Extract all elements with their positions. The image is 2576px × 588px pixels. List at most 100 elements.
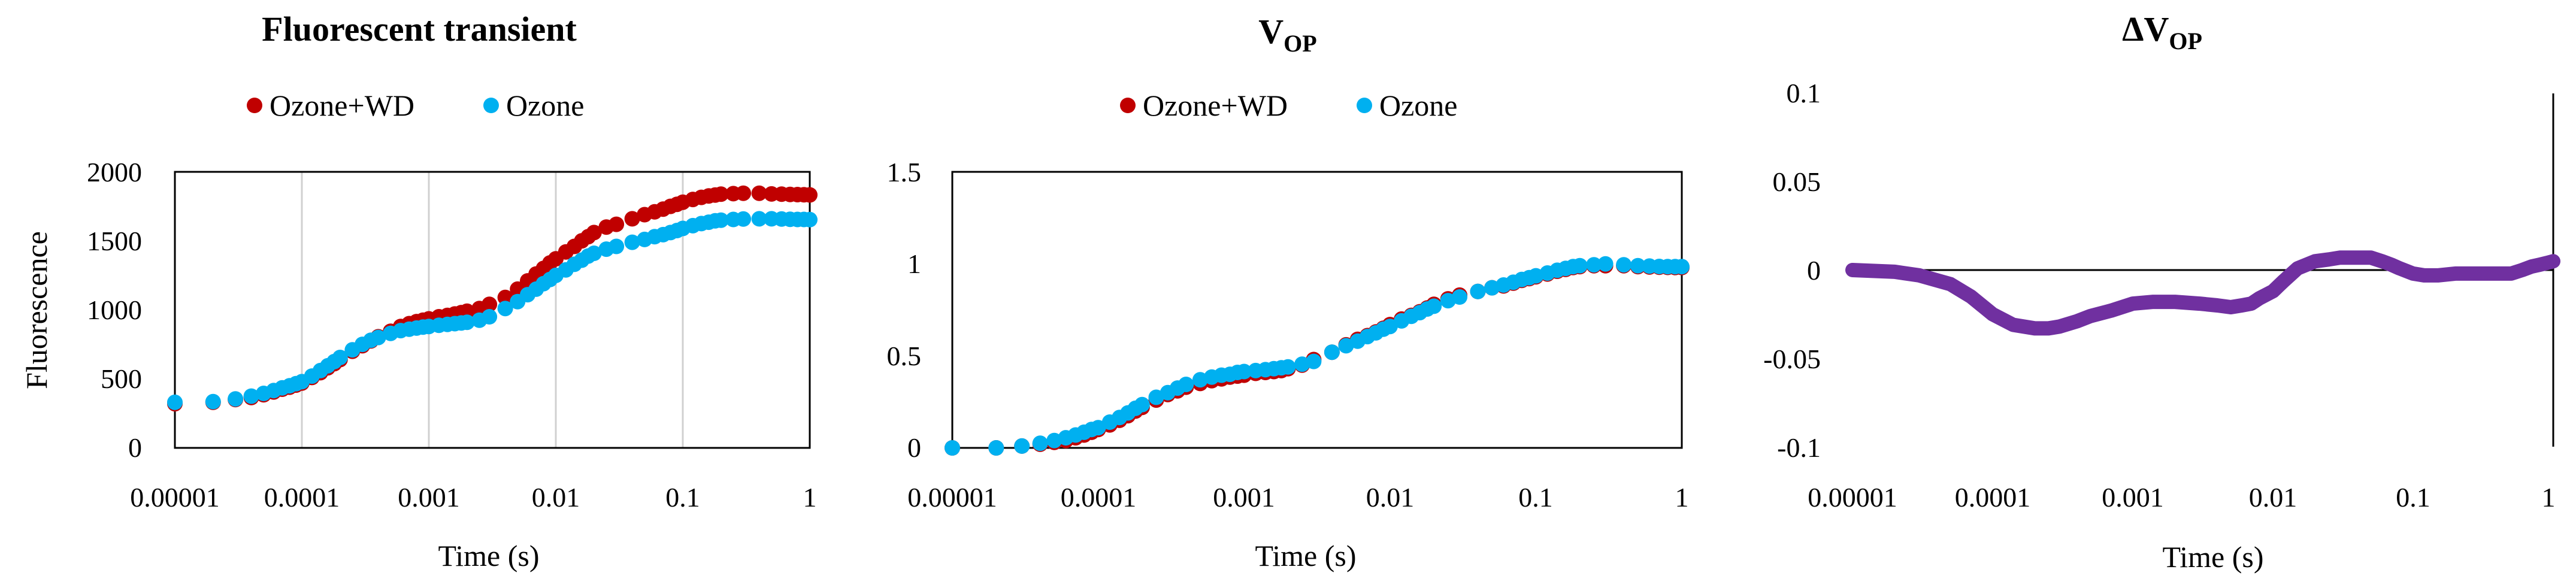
legend-marker-ozone-wd	[1120, 98, 1136, 113]
y-tick-label: 1	[907, 248, 921, 279]
data-point-ozone	[1032, 435, 1048, 451]
data-point-ozone	[1306, 353, 1322, 369]
y-axis-label: Fluorescence	[20, 231, 53, 389]
y-tick-label: 0	[1807, 255, 1821, 286]
x-axis-label: Time (s)	[438, 539, 539, 572]
y-tick-label: 1.5	[887, 157, 922, 187]
data-point-ozone	[1134, 396, 1150, 413]
data-point-ozone	[988, 440, 1004, 456]
data-point-ozone	[1090, 420, 1106, 436]
y-tick-label: 0.1	[1787, 78, 1821, 108]
data-point-ozone	[167, 394, 183, 410]
data-point-ozone	[243, 388, 259, 404]
legend-label-ozone-wd: Ozone+WD	[1143, 89, 1288, 122]
x-tick-label: 0.00001	[907, 482, 997, 513]
panel-vop: VOP Ozone+WD Ozone 0 0.5 1 1.5 0.00001 0…	[887, 12, 1690, 572]
data-point-ozone-wd	[624, 211, 640, 227]
data-point-ozone-wd	[713, 186, 729, 202]
data-point-ozone	[1572, 257, 1588, 274]
data-points	[945, 256, 1690, 456]
y-ticks: 0 0.5 1 1.5	[887, 157, 922, 463]
series-line-delta-vop	[1845, 250, 2560, 336]
chart-title-main: V	[1258, 12, 1284, 51]
data-point-ozone	[1470, 283, 1486, 299]
data-point-ozone-wd	[586, 225, 602, 241]
data-points	[167, 185, 818, 412]
y-tick-label: -0.1	[1777, 432, 1821, 463]
chart-title-subscript: OP	[1284, 30, 1317, 57]
y-ticks: 0 500 1000 1500 2000	[87, 157, 142, 463]
x-tick-label: 0.00001	[1808, 482, 1897, 513]
y-tick-label: 1500	[87, 226, 142, 256]
data-point-ozone	[1616, 257, 1632, 273]
x-tick-label: 1	[2542, 482, 2556, 513]
y-tick-label: 0.05	[1773, 166, 1821, 197]
x-tick-label: 0.0001	[1061, 482, 1137, 513]
x-tick-label: 0.1	[665, 482, 700, 513]
legend: Ozone+WD Ozone	[1120, 89, 1458, 122]
data-point-ozone	[497, 301, 513, 317]
data-point-ozone	[735, 211, 752, 227]
y-tick-label: 2000	[87, 157, 142, 187]
data-point-ozone	[370, 329, 386, 345]
y-tick-label: 500	[101, 363, 142, 394]
data-point-ozone-wd	[802, 187, 818, 203]
legend-label-ozone-wd: Ozone+WD	[270, 89, 414, 122]
data-point-ozone-wd	[751, 185, 767, 201]
data-point-ozone-wd	[497, 289, 513, 305]
data-point-ozone	[1586, 257, 1602, 273]
data-point-ozone	[802, 211, 818, 228]
x-tick-label: 0.001	[2102, 482, 2164, 513]
legend-label-ozone: Ozone	[1379, 89, 1458, 122]
x-tick-label: 0.01	[1366, 482, 1415, 513]
y-tick-label: 0	[907, 432, 921, 463]
data-point-ozone-wd	[459, 303, 475, 319]
data-point-ozone	[228, 391, 244, 407]
x-tick-label: 0.1	[2396, 482, 2430, 513]
data-point-ozone	[1452, 289, 1467, 305]
y-tick-label: 1000	[87, 295, 142, 325]
x-ticks: 0.00001 0.0001 0.001 0.01 0.1 1	[1808, 482, 2555, 513]
y-tick-label: -0.05	[1763, 344, 1821, 374]
data-point-ozone	[945, 440, 960, 456]
panel-delta-vop: ΔVOP -0.1 -0.05 0 0.05 0.1 0.00001 0.000…	[1763, 10, 2560, 574]
data-point-ozone	[586, 245, 602, 261]
data-line	[1845, 250, 2560, 336]
x-axis-label: Time (s)	[1255, 539, 1356, 572]
data-point-ozone	[713, 212, 729, 228]
legend-marker-ozone	[483, 98, 499, 113]
chart-title-main: ΔV	[2122, 10, 2169, 49]
x-tick-label: 0.01	[2249, 482, 2297, 513]
plot-area-frame	[951, 171, 1683, 449]
panel-fluorescent-transient: Fluorescent transient Ozone+WD Ozone 0 5…	[20, 10, 818, 572]
legend: Ozone+WD Ozone	[247, 89, 585, 122]
data-point-ozone	[751, 211, 767, 227]
data-point-ozone-wd	[609, 216, 625, 232]
data-point-ozone	[1280, 359, 1296, 375]
chart-title-subscript: OP	[2169, 28, 2202, 54]
data-point-ozone	[1597, 256, 1614, 272]
x-ticks: 0.00001 0.0001 0.001 0.01 0.1 1	[130, 482, 816, 513]
data-point-ozone	[1674, 259, 1690, 275]
x-tick-label: 0.001	[398, 482, 460, 513]
x-axis-label: Time (s)	[2162, 540, 2263, 574]
data-point-ozone	[205, 393, 221, 410]
x-tick-label: 1	[803, 482, 817, 513]
y-ticks: -0.1 -0.05 0 0.05 0.1	[1763, 78, 1821, 463]
gridlines	[301, 172, 684, 448]
legend-label-ozone: Ozone	[506, 89, 585, 122]
chart-title: VOP	[1258, 12, 1316, 57]
data-point-ozone	[1426, 298, 1442, 314]
data-point-ozone	[459, 314, 475, 331]
legend-marker-ozone-wd	[247, 98, 262, 113]
data-point-ozone-wd	[735, 185, 752, 201]
data-point-ozone	[1630, 257, 1646, 274]
x-ticks: 0.00001 0.0001 0.001 0.01 0.1 1	[907, 482, 1688, 513]
plot-area-frame	[174, 171, 811, 449]
y-tick-label: 0	[128, 432, 142, 463]
data-point-ozone	[482, 309, 498, 325]
x-tick-label: 0.0001	[264, 482, 340, 513]
data-point-ozone	[1382, 319, 1398, 335]
data-point-ozone	[1178, 377, 1194, 392]
